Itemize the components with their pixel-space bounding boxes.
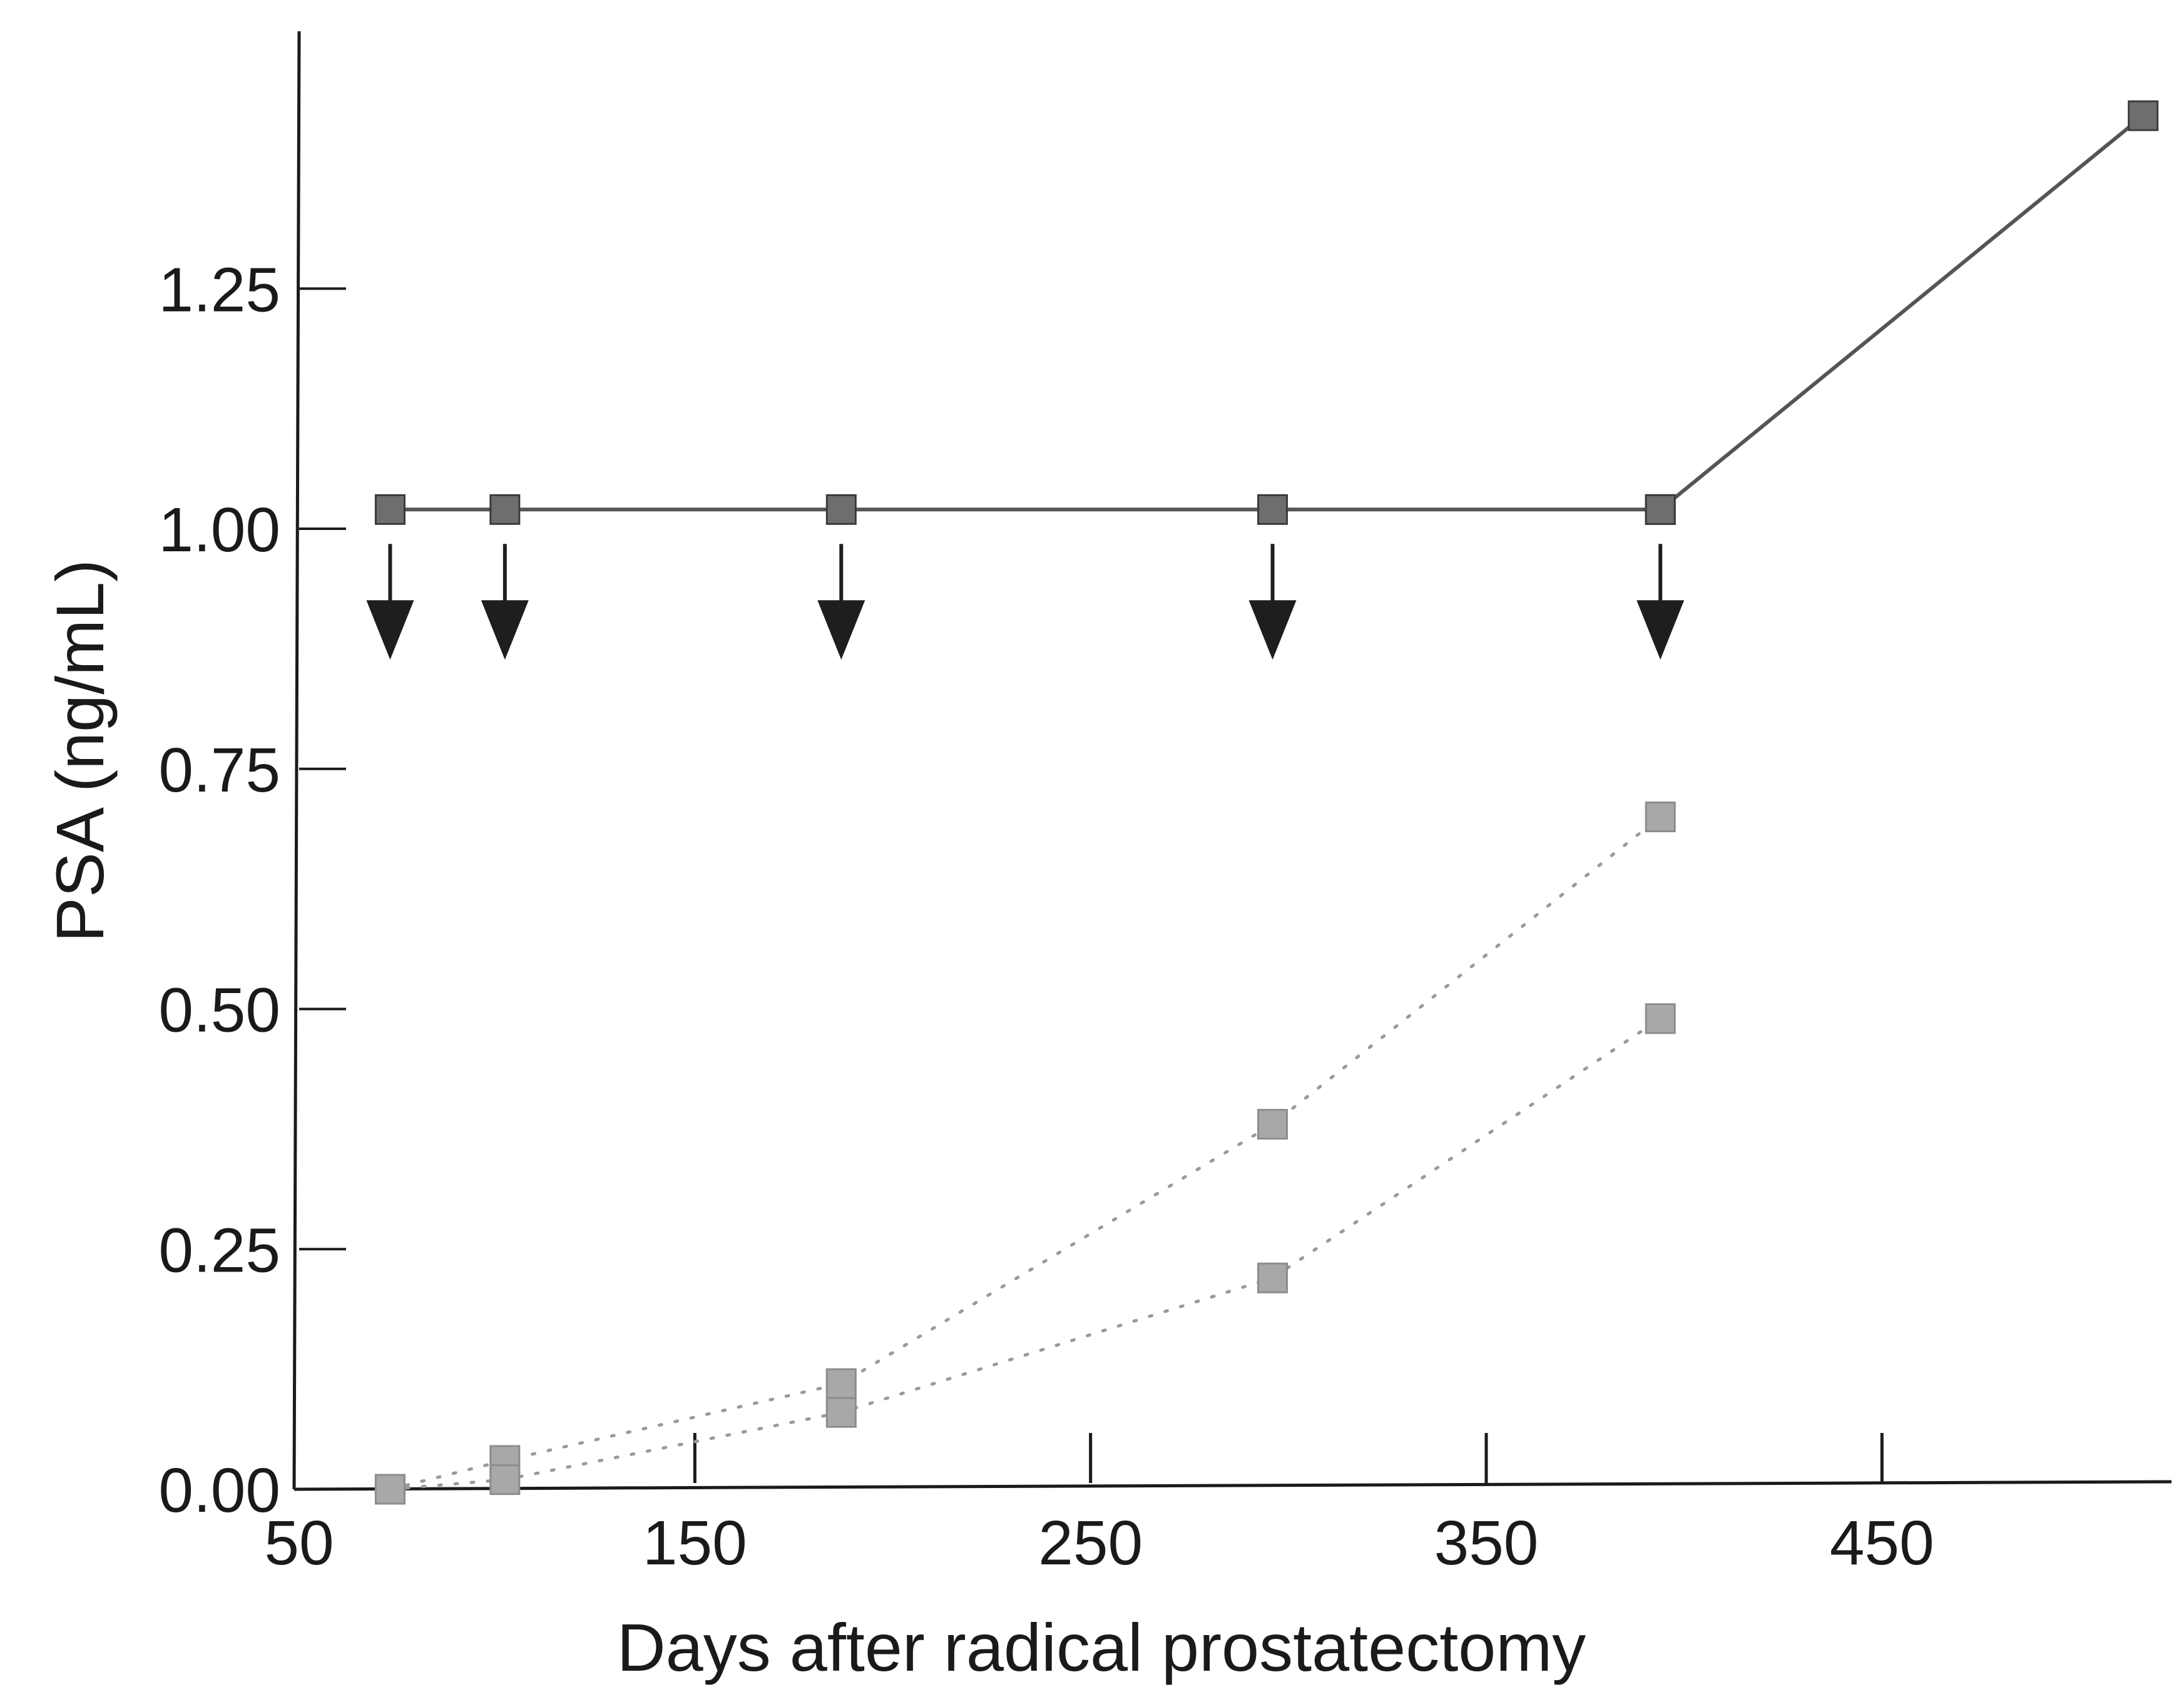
data-point — [1257, 494, 1288, 525]
axes — [292, 31, 2172, 1491]
down-arrow-icon — [1636, 600, 1685, 660]
data-point — [374, 1474, 406, 1505]
y-tick-label: 1.00 — [158, 495, 280, 565]
data-point — [825, 1368, 857, 1399]
data-point — [2128, 100, 2159, 131]
data-point — [1645, 1003, 1676, 1034]
data-markers — [374, 100, 2159, 1505]
y-axis-line — [292, 31, 301, 1490]
down-arrow-icon — [817, 600, 865, 660]
y-tick-label: 0.25 — [158, 1215, 280, 1285]
down-arrow-annotations — [366, 544, 1685, 660]
x-tick-label: 50 — [264, 1508, 334, 1578]
x-axis-title: Days after radical prostatectomy — [617, 1609, 1586, 1685]
data-point — [1257, 1109, 1288, 1140]
data-point — [825, 1397, 857, 1428]
down-arrow-icon — [481, 600, 529, 660]
x-axis-line — [293, 1480, 2172, 1491]
data-point — [1645, 494, 1676, 525]
series-line-2 — [1659, 114, 2145, 511]
data-point — [1645, 802, 1676, 832]
series-line-3 — [388, 815, 1662, 1491]
x-tick-label: 450 — [1830, 1508, 1934, 1578]
y-tick-label: 1.25 — [158, 255, 280, 325]
y-tick-label: 0.75 — [158, 735, 280, 805]
y-tick-label: 0.50 — [158, 976, 280, 1046]
y-axis-title: PSA (ng/mL) — [42, 559, 118, 942]
series-line-4 — [388, 1017, 1662, 1491]
y-tick-label: 0.00 — [158, 1455, 280, 1526]
data-point — [374, 494, 406, 525]
x-tick-label: 350 — [1434, 1508, 1539, 1578]
tick-labels: 0.00 0.25 0.50 0.75 1.00 1.25 50 150 250 350 450 — [158, 255, 1934, 1578]
data-point — [1257, 1262, 1288, 1293]
down-arrow-icon — [1248, 600, 1297, 660]
data-point — [489, 1464, 521, 1496]
data-point — [825, 494, 857, 525]
down-arrow-icon — [366, 600, 414, 660]
x-tick-label: 150 — [643, 1508, 747, 1578]
x-tick-label: 250 — [1038, 1508, 1143, 1578]
data-point — [489, 494, 521, 525]
